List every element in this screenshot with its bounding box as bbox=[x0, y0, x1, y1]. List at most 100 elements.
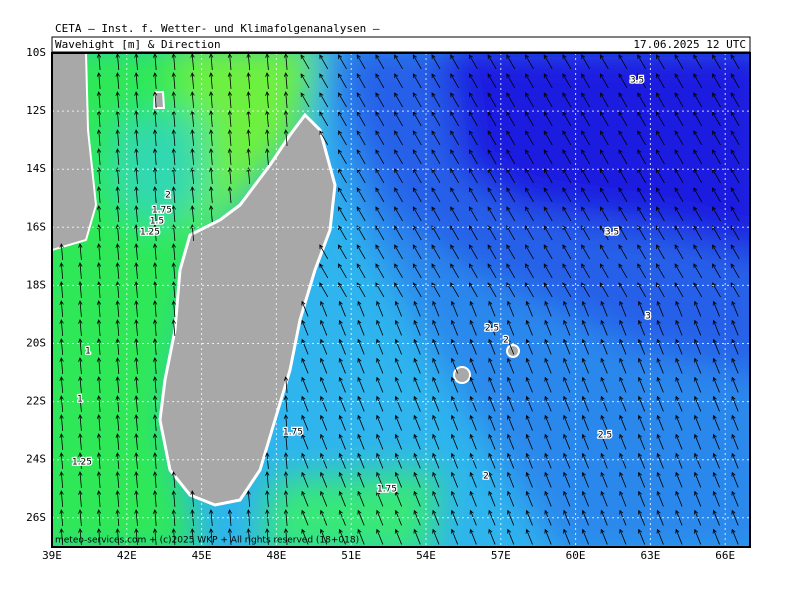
wave-arrow bbox=[450, 338, 459, 355]
wave-arrow bbox=[525, 319, 533, 336]
wave-arrow bbox=[618, 130, 628, 146]
wave-arrow bbox=[637, 319, 646, 336]
wave-arrow bbox=[525, 149, 534, 165]
wave-arrow bbox=[394, 357, 402, 374]
wave-arrow bbox=[227, 509, 233, 527]
wave-arrow bbox=[469, 357, 477, 374]
wave-arrow bbox=[356, 92, 366, 108]
wave-arrow bbox=[468, 263, 478, 279]
wave-arrow bbox=[376, 414, 384, 431]
wave-arrow bbox=[301, 452, 309, 469]
wave-arrow bbox=[356, 244, 366, 260]
wave-arrow bbox=[376, 528, 384, 545]
wave-arrow bbox=[96, 452, 102, 470]
wave-arrow bbox=[152, 490, 158, 508]
wave-arrow bbox=[656, 395, 664, 412]
wave-arrow bbox=[525, 111, 534, 127]
wave-arrow bbox=[712, 206, 721, 222]
wave-arrow bbox=[96, 167, 102, 185]
wave-arrow bbox=[468, 73, 478, 89]
wave-arrow bbox=[376, 471, 384, 488]
wave-arrow bbox=[338, 376, 346, 393]
wave-arrow bbox=[96, 72, 102, 90]
wave-arrow bbox=[59, 338, 64, 356]
wave-arrow bbox=[731, 509, 739, 526]
wave-arrow bbox=[637, 338, 646, 355]
contour-label: 3.5 bbox=[605, 228, 619, 238]
wave-arrow bbox=[730, 206, 740, 222]
wave-arrow bbox=[190, 53, 195, 71]
wave-arrow bbox=[730, 244, 740, 260]
wave-arrow bbox=[563, 528, 571, 545]
wave-arrow bbox=[59, 281, 64, 299]
wave-arrow bbox=[413, 300, 421, 317]
wave-arrow bbox=[301, 338, 309, 355]
wave-arrow bbox=[487, 73, 497, 89]
wave-arrow bbox=[246, 167, 251, 185]
wave-arrow bbox=[152, 319, 158, 337]
wave-arrow bbox=[712, 54, 721, 70]
wave-arrow bbox=[283, 91, 289, 109]
wave-arrow bbox=[712, 244, 721, 260]
wave-arrow bbox=[581, 490, 589, 507]
wave-arrow bbox=[96, 433, 102, 451]
wave-arrow bbox=[525, 357, 533, 374]
wave-arrow bbox=[134, 167, 139, 185]
wave-arrow bbox=[544, 490, 552, 507]
wave-arrow bbox=[488, 376, 496, 393]
contour-label: 3.5 bbox=[630, 76, 644, 86]
wave-arrow bbox=[637, 433, 646, 450]
wave-arrow bbox=[543, 111, 553, 127]
lon-label: 51E bbox=[341, 549, 361, 562]
wave-arrow bbox=[134, 528, 139, 546]
wave-arrow bbox=[506, 206, 516, 222]
wave-arrow bbox=[301, 414, 309, 431]
wave-arrow bbox=[78, 376, 83, 394]
wave-arrow bbox=[394, 244, 403, 260]
wave-arrow bbox=[96, 281, 102, 299]
wave-arrow bbox=[450, 357, 459, 374]
wave-arrow bbox=[227, 528, 233, 546]
wave-arrow bbox=[581, 111, 590, 127]
wave-arrow bbox=[171, 148, 176, 166]
wave-arrow bbox=[469, 376, 477, 393]
wave-arrow bbox=[563, 376, 571, 393]
wave-arrow bbox=[450, 414, 459, 431]
wave-arrow bbox=[394, 414, 402, 431]
wave-arrow bbox=[134, 129, 139, 147]
wave-arrow bbox=[171, 243, 176, 261]
wave-arrow bbox=[487, 92, 497, 108]
wave-arrow bbox=[394, 300, 402, 317]
wave-arrow bbox=[618, 149, 628, 165]
wave-arrow bbox=[338, 357, 346, 374]
wave-arrow bbox=[730, 130, 740, 146]
wave-arrow bbox=[152, 243, 158, 261]
wave-arrow bbox=[581, 168, 590, 184]
wave-arrow bbox=[581, 528, 589, 545]
wave-arrow bbox=[468, 187, 478, 203]
wave-arrow bbox=[134, 186, 139, 204]
wave-arrow bbox=[96, 148, 102, 166]
wave-arrow bbox=[599, 54, 609, 70]
wave-arrow bbox=[543, 263, 553, 279]
wave-arrow bbox=[78, 262, 83, 280]
wave-arrow bbox=[78, 319, 83, 337]
wave-arrow bbox=[115, 53, 120, 71]
wave-arrow bbox=[599, 92, 609, 108]
wave-arrow bbox=[394, 206, 403, 222]
wave-arrow bbox=[488, 395, 496, 412]
wave-arrow bbox=[674, 130, 684, 146]
wave-arrow bbox=[115, 281, 120, 299]
wave-arrow bbox=[581, 244, 590, 260]
wave-arrow bbox=[544, 433, 552, 450]
wave-arrow bbox=[656, 357, 664, 374]
wave-arrow bbox=[506, 168, 516, 184]
wave-arrow bbox=[432, 433, 440, 450]
wave-arrow bbox=[394, 376, 402, 393]
wave-arrow bbox=[171, 281, 176, 299]
wave-arrow bbox=[394, 73, 403, 89]
wave-arrow bbox=[450, 130, 460, 146]
wave-arrow bbox=[487, 263, 497, 279]
wave-arrow bbox=[619, 433, 627, 450]
